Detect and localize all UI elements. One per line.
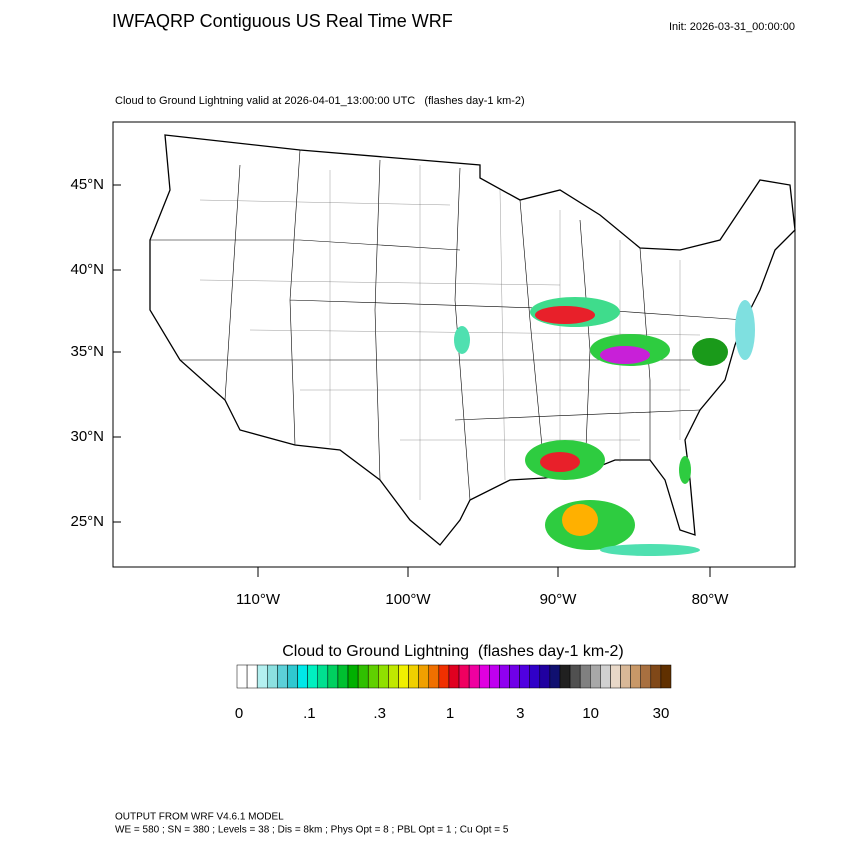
colorbar-label: .1 — [303, 705, 316, 722]
colorbar-label: .3 — [373, 705, 386, 722]
colorbar-swatch — [529, 664, 541, 689]
us-outline — [149, 134, 796, 546]
colorbar-swatch — [378, 664, 389, 689]
colorbar-swatch — [610, 664, 621, 689]
colorbar-swatch — [559, 664, 571, 689]
colorbar-swatch — [398, 664, 409, 689]
colorbar-swatch — [539, 664, 551, 689]
title: IWFAQRP Contiguous US Real Time WRF — [112, 11, 453, 31]
colorbar-swatch — [600, 664, 611, 689]
colorbar-swatch — [337, 664, 349, 689]
lon-label: 90°W — [540, 591, 578, 608]
lightning-area — [535, 306, 595, 324]
lat-label: 45°N — [70, 176, 104, 193]
map-subtitle: Cloud to Ground Lightning valid at 2026-… — [115, 95, 525, 107]
colorbar-swatch — [620, 664, 631, 689]
colorbar-swatch — [438, 664, 450, 689]
lightning-area — [600, 544, 700, 556]
lightning-area — [540, 452, 580, 472]
lightning-area — [679, 456, 691, 484]
colorbar-label: 10 — [582, 705, 599, 722]
map-axes: 45°N 40°N 35°N 30°N 25°N 110°W 100°W 90°W 80°W — [70, 176, 729, 608]
colorbar-swatch — [499, 664, 510, 689]
colorbar-swatch — [408, 664, 419, 689]
colorbar-swatch — [236, 664, 248, 689]
colorbar-label: 30 — [653, 705, 670, 722]
colorbar-swatch — [267, 664, 278, 689]
map-frame — [112, 121, 796, 568]
colorbar-swatch — [287, 664, 298, 689]
lightning-area — [692, 338, 728, 366]
footer-line: WE = 580 ; SN = 380 ; Levels = 38 ; Dis … — [115, 825, 509, 836]
colorbar-label: 3 — [516, 705, 524, 722]
colorbar-swatch — [357, 664, 369, 689]
lat-label: 40°N — [70, 261, 104, 278]
colorbar-swatch — [367, 664, 379, 689]
lat-label: 25°N — [70, 513, 104, 530]
colorbar: 0 .1 .3 1 3 10 30 — [235, 664, 672, 722]
colorbar-swatch — [307, 664, 318, 689]
colorbar-swatch — [418, 664, 430, 689]
colorbar-swatch — [630, 664, 641, 689]
colorbar-swatch — [388, 664, 399, 689]
colorbar-swatch — [458, 664, 470, 689]
colorbar-swatch — [327, 664, 339, 689]
colorbar-label: 1 — [446, 705, 454, 722]
colorbar-swatch — [347, 664, 359, 689]
colorbar-swatch — [569, 664, 581, 689]
lat-label: 35°N — [70, 343, 104, 360]
colorbar-label: 0 — [235, 705, 243, 722]
lon-label: 100°W — [385, 591, 431, 608]
colorbar-swatch — [317, 664, 329, 689]
colorbar-swatch — [519, 664, 530, 689]
colorbar-swatch — [478, 664, 490, 689]
colorbar-swatch — [509, 664, 520, 689]
colorbar-swatch — [256, 664, 268, 689]
lat-label: 30°N — [70, 428, 104, 445]
colorbar-swatch — [660, 664, 672, 689]
colorbar-swatch — [640, 664, 652, 689]
lightning-area — [562, 504, 598, 536]
lightning-field — [454, 297, 755, 556]
colorbar-title: Cloud to Ground Lightning (flashes day-1… — [282, 643, 624, 660]
colorbar-swatch — [579, 664, 591, 689]
footer-line: OUTPUT FROM WRF V4.6.1 MODEL — [115, 812, 284, 823]
init-time: Init: 2026-03-31_00:00:00 — [669, 21, 795, 33]
colorbar-swatch — [549, 664, 561, 689]
colorbar-swatch — [246, 664, 258, 689]
lightning-area — [735, 300, 755, 360]
colorbar-swatch — [489, 664, 500, 689]
lon-label: 110°W — [236, 591, 281, 608]
map — [112, 121, 796, 568]
lightning-area — [600, 346, 650, 364]
colorbar-swatch — [468, 664, 480, 689]
colorbar-swatch — [277, 664, 288, 689]
colorbar-swatch — [297, 664, 308, 689]
colorbar-swatch — [650, 664, 662, 689]
colorbar-swatch — [590, 664, 601, 689]
lightning-area — [454, 326, 470, 354]
lon-label: 80°W — [692, 591, 730, 608]
colorbar-swatch — [428, 664, 440, 689]
colorbar-swatch — [448, 664, 460, 689]
